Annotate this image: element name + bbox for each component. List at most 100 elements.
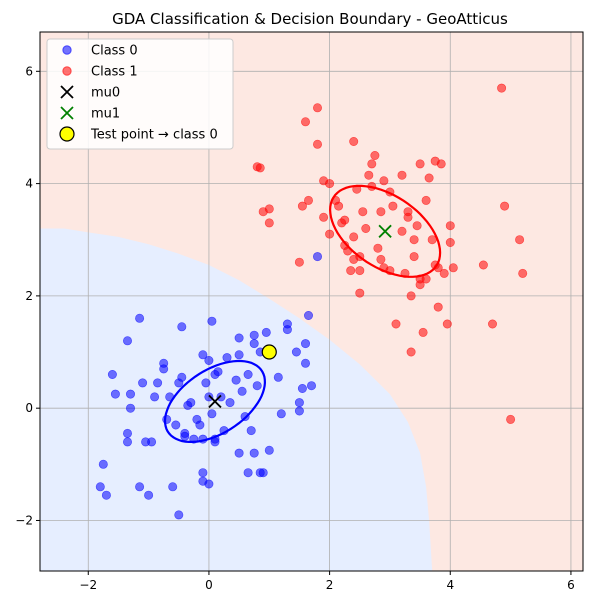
mu0-marker bbox=[208, 394, 222, 409]
class0-point bbox=[186, 398, 196, 408]
class0-point bbox=[234, 350, 244, 360]
class0-point bbox=[234, 448, 244, 458]
y-tick-label: −2 bbox=[15, 513, 33, 527]
class0-point bbox=[123, 428, 133, 438]
class1-point bbox=[487, 319, 497, 329]
class0-point bbox=[237, 386, 247, 396]
class0-point bbox=[101, 490, 111, 500]
class1-point bbox=[478, 260, 488, 270]
class0-point bbox=[234, 333, 244, 343]
x-tick-label: 6 bbox=[567, 578, 575, 592]
class0-point bbox=[306, 381, 316, 391]
class1-point bbox=[497, 83, 507, 93]
class1-point bbox=[303, 195, 313, 205]
class0-point bbox=[123, 336, 133, 346]
x-tick-label: 4 bbox=[446, 578, 454, 592]
class0-point bbox=[138, 378, 148, 388]
chart-title: GDA Classification & Decision Boundary -… bbox=[112, 10, 508, 28]
class0-point bbox=[153, 378, 163, 388]
class0-point bbox=[282, 319, 292, 329]
class0-point bbox=[246, 426, 256, 436]
class1-point bbox=[388, 201, 398, 211]
mu1-marker bbox=[378, 224, 392, 238]
class0-point bbox=[291, 347, 301, 357]
plot-area: −2 0 2 4 6 −2 0 2 4 6 Class 0 Class 1 mu0 mu1 Test poi… bbox=[15, 31, 584, 592]
class1-point bbox=[391, 319, 401, 329]
mu0-marker-stroke bbox=[208, 394, 222, 409]
legend-marker-x bbox=[60, 85, 74, 99]
class0-point bbox=[177, 372, 187, 382]
class0-point bbox=[264, 445, 274, 455]
class1-point bbox=[264, 204, 274, 214]
class0-point bbox=[144, 490, 154, 500]
y-tick-label: 4 bbox=[25, 177, 33, 191]
legend-label: Test point → class 0 bbox=[90, 128, 218, 143]
class0-point bbox=[126, 389, 136, 399]
class1-point bbox=[406, 347, 416, 357]
class0-point bbox=[150, 392, 160, 402]
class1-point bbox=[433, 302, 443, 312]
test-point-marker bbox=[261, 344, 277, 360]
class0-point bbox=[195, 420, 205, 430]
class0-point bbox=[95, 482, 105, 492]
class1-point bbox=[515, 235, 525, 245]
class0-point bbox=[300, 339, 310, 349]
legend-marker-test bbox=[59, 126, 75, 142]
class1-point bbox=[319, 212, 329, 222]
class0-point bbox=[107, 369, 117, 379]
class1-point bbox=[312, 139, 322, 149]
legend-marker-x-stroke bbox=[60, 85, 74, 99]
class1-point bbox=[364, 170, 374, 180]
class1-point bbox=[412, 221, 422, 231]
class0-point bbox=[258, 468, 268, 478]
class1-point bbox=[297, 201, 307, 211]
plot-clipped-group bbox=[40, 32, 583, 571]
class1-point bbox=[506, 414, 516, 424]
class1-point bbox=[403, 207, 413, 217]
class0-point bbox=[204, 355, 214, 365]
class1-point bbox=[325, 179, 335, 189]
class1-point bbox=[373, 243, 383, 253]
class0-point bbox=[174, 510, 184, 520]
class0-point bbox=[249, 339, 259, 349]
class0-point bbox=[126, 403, 136, 413]
class1-point bbox=[397, 226, 407, 236]
class0-point bbox=[300, 358, 310, 368]
class0-point bbox=[110, 389, 120, 399]
class1-point bbox=[424, 173, 434, 183]
class1-point bbox=[439, 268, 449, 278]
class0-point bbox=[207, 316, 217, 326]
class1-point bbox=[448, 263, 458, 273]
class0-point bbox=[177, 322, 187, 332]
class1-point bbox=[340, 215, 350, 225]
class0-point bbox=[273, 372, 283, 382]
class1-point bbox=[312, 103, 322, 113]
y-tick-label: 0 bbox=[25, 401, 33, 415]
x-tick-label: 0 bbox=[205, 578, 213, 592]
class1-point bbox=[349, 232, 359, 242]
class0-point bbox=[252, 381, 262, 391]
class0-point bbox=[312, 252, 322, 262]
class0-point bbox=[249, 330, 259, 340]
class0-point bbox=[213, 367, 223, 377]
class1-point bbox=[409, 252, 419, 262]
class0-point bbox=[123, 437, 133, 447]
class1-point bbox=[442, 319, 452, 329]
legend-marker-x bbox=[60, 106, 74, 120]
legend-marker-x-stroke bbox=[60, 106, 74, 120]
class0-point bbox=[168, 482, 178, 492]
class1-point bbox=[346, 266, 356, 276]
axes-frame bbox=[39, 31, 584, 572]
class0-point bbox=[297, 383, 307, 393]
class1-point bbox=[415, 159, 425, 169]
class1-point bbox=[518, 268, 528, 278]
class1-point bbox=[255, 163, 265, 173]
class0-point bbox=[303, 310, 313, 320]
class0-point bbox=[216, 392, 226, 402]
class0-point bbox=[147, 437, 157, 447]
class1-point bbox=[409, 235, 419, 245]
class0-ellipse bbox=[163, 359, 267, 443]
class1-point bbox=[376, 254, 386, 264]
